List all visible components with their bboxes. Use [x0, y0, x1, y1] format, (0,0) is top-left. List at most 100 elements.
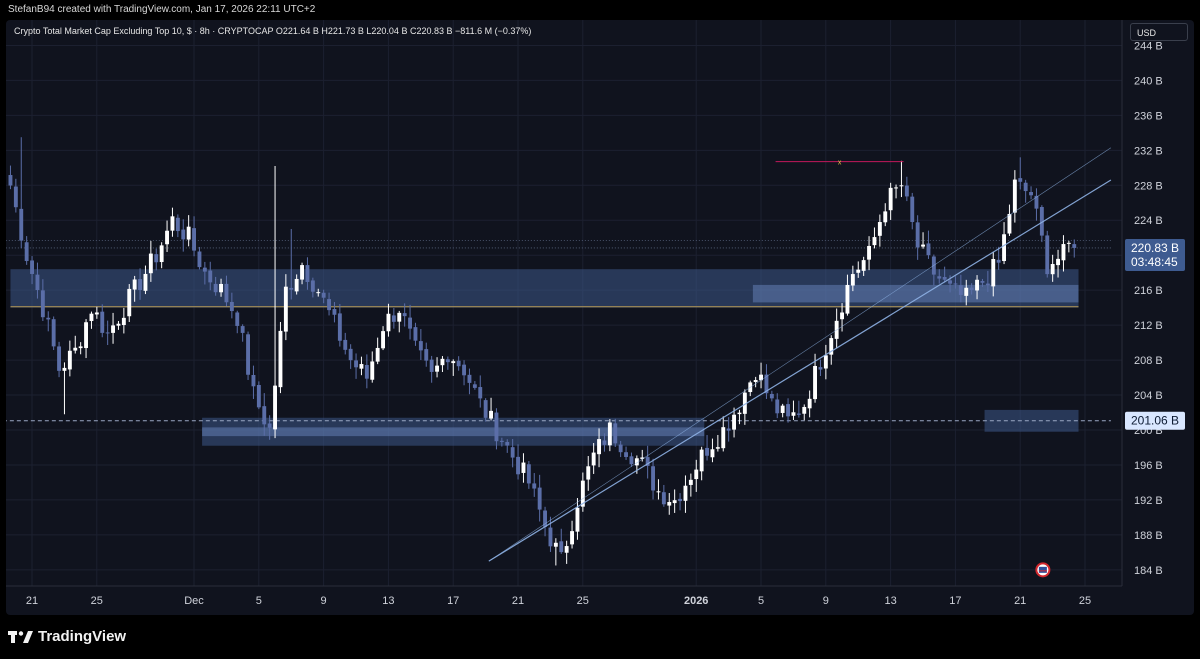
- price-tick-label: 212 B: [1134, 320, 1163, 332]
- candle-body: [570, 531, 574, 545]
- candle-body: [867, 245, 871, 260]
- candle-body: [521, 462, 526, 473]
- candle-body: [202, 267, 207, 272]
- price-tick-label: 224 B: [1134, 215, 1163, 227]
- candle-body: [359, 364, 364, 369]
- candle-body: [1066, 242, 1071, 244]
- candle-body: [672, 500, 677, 504]
- candle-body: [294, 278, 299, 292]
- candle-body: [537, 487, 542, 510]
- time-tick-label: Dec: [184, 595, 204, 607]
- candle-body: [683, 485, 688, 501]
- candle-body: [553, 542, 558, 547]
- time-tick-label: 21: [512, 595, 524, 607]
- tradingview-brand[interactable]: TradingView: [8, 628, 126, 645]
- candle-body: [753, 379, 758, 382]
- candle-body: [159, 245, 164, 263]
- candle-body: [132, 279, 137, 290]
- currency-selector[interactable]: USD: [1130, 23, 1188, 41]
- candle-body: [532, 483, 537, 489]
- trendline[interactable]: [488, 179, 1112, 562]
- resistance-level[interactable]: x: [775, 160, 904, 167]
- candle-body: [175, 217, 180, 232]
- candle-body: [877, 222, 882, 236]
- candle-body: [251, 374, 256, 387]
- candle-body: [678, 498, 682, 502]
- candle-body: [737, 412, 742, 415]
- symbol-legend[interactable]: Crypto Total Market Cap Excluding Top 10…: [14, 26, 531, 36]
- candle-body: [1034, 195, 1039, 209]
- candle-body: [219, 283, 223, 293]
- symbol-name: Crypto Total Market Cap Excluding Top 10…: [14, 26, 274, 36]
- time-tick-label: 21: [1014, 595, 1026, 607]
- candle-body: [775, 399, 780, 414]
- candle-body: [208, 270, 213, 283]
- candle-body: [991, 259, 996, 287]
- candle-body: [1012, 179, 1017, 213]
- candle-body: [505, 442, 510, 446]
- candle-body: [1018, 178, 1023, 182]
- candle-body: [402, 313, 407, 317]
- current-price-label: 220.83 B: [1131, 241, 1179, 255]
- time-axis[interactable]: 21 25 Dec 5 9 13 17 21 25 2026 5 9 13 17 21 25: [6, 585, 1122, 607]
- candle-body: [969, 287, 974, 291]
- candle-body: [489, 410, 493, 419]
- candle-body: [629, 456, 634, 465]
- price-tick-label: 244 B: [1134, 40, 1163, 52]
- time-tick-label: 17: [447, 595, 459, 607]
- candle-body: [823, 355, 828, 369]
- candle-body: [883, 211, 888, 223]
- candle-body: [721, 427, 726, 449]
- candle-body: [89, 313, 94, 322]
- candle-body: [445, 359, 450, 363]
- candle-body: [289, 287, 294, 290]
- time-tick-label: 17: [949, 595, 961, 607]
- trendlines[interactable]: [488, 147, 1112, 562]
- candle-body: [332, 309, 337, 315]
- candle-body: [143, 273, 148, 291]
- candle-body: [813, 365, 817, 400]
- candle-body: [980, 281, 985, 283]
- candle-body: [111, 325, 115, 333]
- candle-body: [796, 413, 801, 415]
- candle-body: [856, 269, 861, 273]
- candle-body: [710, 449, 715, 458]
- candle-body: [267, 423, 272, 428]
- candle-body: [186, 226, 191, 240]
- candle-body: [985, 283, 990, 286]
- candle-body: [499, 440, 504, 442]
- candle-body: [634, 458, 639, 466]
- candle-body: [424, 349, 429, 361]
- candle-body: [192, 228, 196, 251]
- candle-body: [780, 405, 785, 413]
- time-tick-label: 25: [91, 595, 103, 607]
- trendline[interactable]: [488, 147, 1112, 562]
- open-value: O221.64 B: [275, 26, 319, 36]
- close-value: C220.83 B: [409, 26, 453, 36]
- candle-body: [138, 279, 142, 291]
- candle-body: [694, 469, 699, 480]
- candle-body: [94, 312, 99, 315]
- price-tick-label: 208 B: [1134, 355, 1163, 367]
- candle-body: [715, 447, 720, 449]
- brand-name: TradingView: [38, 628, 127, 645]
- candle-body: [894, 187, 898, 189]
- time-tick-label: 9: [321, 595, 327, 607]
- support-zones: [10, 269, 1079, 446]
- candle-body: [62, 367, 67, 371]
- chart-panel[interactable]: x 184 B 188 B 192 B 196 B 200 B 204 B 208 B 212…: [6, 20, 1194, 615]
- candle-body: [84, 322, 88, 349]
- candle-body: [975, 279, 979, 291]
- candle-body: [1023, 182, 1028, 192]
- candle-body: [305, 265, 310, 282]
- time-tick-label: 25: [1079, 595, 1091, 607]
- candle-body: [1007, 213, 1012, 234]
- horizontal-levels: [6, 239, 1111, 422]
- candle-body: [602, 440, 607, 445]
- event-markers[interactable]: [1035, 562, 1051, 578]
- candle-body: [316, 292, 321, 294]
- time-tick-label: 5: [758, 595, 764, 607]
- candle-body: [478, 387, 483, 399]
